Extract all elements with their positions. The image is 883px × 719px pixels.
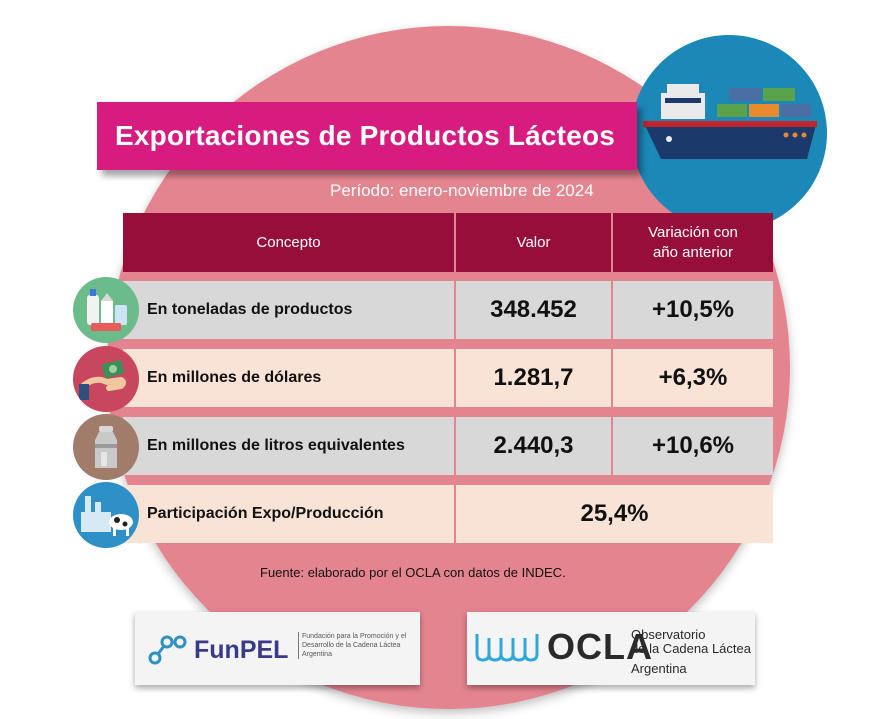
page-title: Exportaciones de Productos Lácteos [115,120,616,151]
table-row-label: Participación Expo/Producción [123,485,454,543]
ocla-name: OCLA [547,626,653,667]
table-row-value: 1.281,7 [456,349,611,407]
table-row-value: 25,4% [456,485,773,543]
column-header-valor: Valor [456,213,611,272]
table-row-value: 2.440,3 [456,417,611,475]
table-row-variation: +10,6% [613,417,773,475]
milk-can-icon [73,414,139,480]
dairy-products-icon [73,277,139,343]
period-label: Período: enero-noviembre de 2024 [330,181,594,200]
ocla-wave-icon [475,634,539,662]
table-row-variation: +10,5% [613,281,773,339]
table-row-value: 348.452 [456,281,611,339]
table-row-label: En toneladas de productos [123,281,454,339]
funpel-name: FunPEL [194,636,289,664]
dairy-factory-icon [73,482,139,548]
ocla-subtitle: Observatorio de la Cadena Láctea [631,628,751,656]
column-header-variacion-line1: Variación con [648,223,738,241]
table-row-variation: +6,3% [613,349,773,407]
funpel-logo: FunPEL Fundación para la Promoción y el … [135,612,420,685]
column-header-variacion-line2: año anterior [652,243,734,261]
money-hand-icon [73,346,139,412]
title-banner: Exportaciones de Productos Lácteos [97,102,637,170]
column-header-concepto-text: Concepto [256,233,321,251]
table-row-label: En millones de litros equivalentes [123,417,454,475]
column-header-valor-text: Valor [516,233,551,251]
funpel-subtitle: Fundación para la Promoción y el Desarro… [298,632,412,659]
ocla-subtitle-line2: de la Cadena Láctea [631,641,751,656]
source-note: Fuente: elaborado por el OCLA con datos … [260,565,566,580]
column-header-concepto: Concepto [123,213,454,272]
ocla-subtitle-line1: Observatorio [631,627,706,642]
cargo-ship-icon [631,35,827,231]
column-header-variacion: Variación con año anterior [613,213,773,272]
ocla-country: Argentina [631,661,687,676]
table-row-label: En millones de dólares [123,349,454,407]
funpel-mark-icon [148,635,187,665]
ocla-logo: OCLA Observatorio de la Cadena Láctea Ar… [467,612,755,685]
